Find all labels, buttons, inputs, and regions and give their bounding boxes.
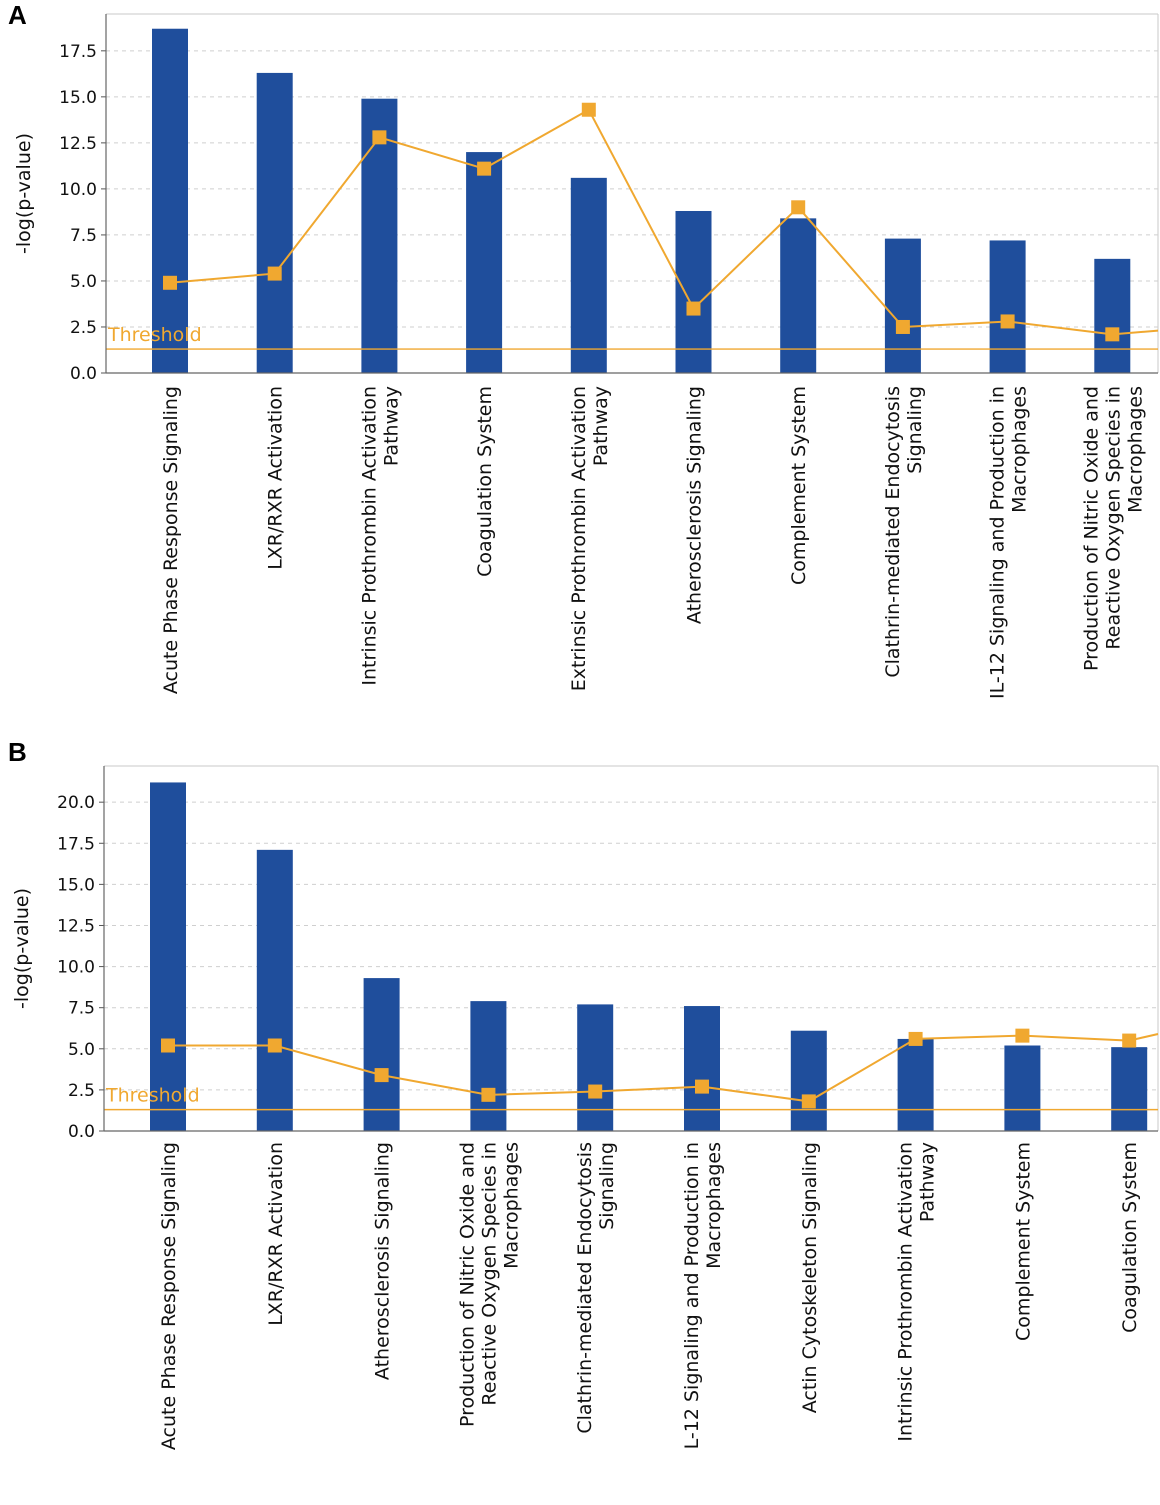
y-axis-label: -log(p-value) <box>11 888 33 1009</box>
x-tick-label: Reactive Oxygen Species in <box>478 1142 500 1406</box>
y-tick-label: 7.5 <box>68 999 95 1019</box>
y-tick-label: 0.0 <box>70 364 97 384</box>
x-tick-label: Extrinsic Prothrombin Activation <box>568 386 590 691</box>
x-tick-label: LXR/RXR Activation <box>265 386 287 570</box>
y-tick-label: 2.5 <box>70 318 97 338</box>
panel-label-a: A <box>8 0 27 30</box>
x-tick-label: Complement System <box>788 386 810 585</box>
x-tick-label: Macrophages <box>500 1142 522 1269</box>
y-tick-label: 20.0 <box>57 793 95 813</box>
x-tick-label: Signaling <box>904 386 926 474</box>
ratio-marker <box>163 275 177 290</box>
bar <box>577 1004 614 1131</box>
bar <box>470 1001 507 1131</box>
bar <box>363 978 400 1131</box>
bar <box>256 72 293 374</box>
x-tick-label: Pathway <box>917 1142 939 1222</box>
bar <box>989 240 1026 373</box>
x-tick-label: Production of Nitric Oxide and <box>456 1142 478 1427</box>
ratio-marker <box>372 130 387 145</box>
x-tick-label: Macrophages <box>703 1142 725 1269</box>
y-tick-label: 15.0 <box>59 88 97 108</box>
bar <box>1004 1045 1041 1131</box>
bar <box>1094 258 1131 373</box>
x-tick-label: Intrinsic Prothrombin Activation <box>895 1142 917 1442</box>
x-tick-label: Coagulation System <box>474 386 496 577</box>
bar <box>150 782 186 1131</box>
bar <box>152 28 188 373</box>
ratio-marker <box>481 1087 496 1102</box>
chart-b: 0.0 2.5 5.0 7.5 10.0 12.5 15.0 17.5 20.0 -log(p-v… <box>11 765 1159 1450</box>
y-tick-label: 17.5 <box>59 42 97 62</box>
ratio-marker <box>588 1084 603 1099</box>
x-tick-label: Clathrin-mediated Endocytosis <box>882 386 904 678</box>
x-tick-label: Production of Nitric Oxide and <box>1080 386 1102 671</box>
ratio-marker <box>1122 1033 1137 1048</box>
ratio-marker <box>477 161 492 176</box>
bar <box>570 177 607 373</box>
x-tick-label: L-12 Signaling and Production in <box>681 1142 703 1449</box>
x-tick-label: Complement System <box>1012 1142 1034 1341</box>
bar <box>1111 1047 1148 1131</box>
ratio-marker <box>695 1079 709 1094</box>
y-tick-label: 5.0 <box>70 272 97 292</box>
ratio-marker <box>895 319 910 334</box>
ratio-marker <box>374 1068 389 1083</box>
x-tick-label: Pathway <box>590 386 612 466</box>
bar <box>790 1030 827 1131</box>
bar <box>675 210 712 373</box>
x-tick-label: Reactive Oxygen Species in <box>1102 386 1124 650</box>
threshold-label: Threshold <box>105 1085 200 1107</box>
y-tick-label: 10.0 <box>59 180 97 200</box>
y-tick-label: 2.5 <box>68 1081 95 1101</box>
ratio-marker <box>1105 327 1120 342</box>
ratio-marker <box>686 301 701 316</box>
x-tick-label: Acute Phase Response Signaling <box>160 386 182 694</box>
bar <box>884 238 921 373</box>
x-tick-label: Coagulation System <box>1119 1142 1141 1333</box>
y-tick-label: 17.5 <box>57 834 95 854</box>
x-tick-label: Signaling <box>596 1142 618 1230</box>
ratio-marker <box>267 266 282 281</box>
y-tick-label: 0.0 <box>68 1122 95 1142</box>
bar <box>361 98 398 373</box>
ratio-marker <box>581 102 596 117</box>
chart-a: 0.0 2.5 5.0 7.5 10.0 12.5 15.0 17.5 -log(p-value… <box>13 13 1159 699</box>
x-tick-label: Intrinsic Prothrombin Activation <box>358 386 380 686</box>
x-tick-label: LXR/RXR Activation <box>265 1142 287 1326</box>
y-tick-label: 7.5 <box>70 226 97 246</box>
threshold-label: Threshold <box>107 324 202 346</box>
bar <box>897 1038 934 1131</box>
y-axis-label: -log(p-value) <box>13 133 35 254</box>
panel-label-b: B <box>8 737 27 767</box>
x-tick-label: Macrophages <box>1124 386 1146 513</box>
ratio-marker <box>161 1038 175 1053</box>
bar <box>466 152 503 373</box>
ratio-marker <box>267 1038 282 1053</box>
ratio-marker <box>1000 314 1015 329</box>
y-tick-label: 5.0 <box>68 1040 95 1060</box>
x-tick-label: Macrophages <box>1009 386 1031 513</box>
ratio-marker <box>908 1031 923 1046</box>
x-tick-label: Pathway <box>380 386 402 466</box>
ratio-marker <box>791 200 806 215</box>
bar <box>780 218 817 373</box>
y-tick-label: 12.5 <box>59 134 97 154</box>
ratio-marker <box>1015 1028 1030 1043</box>
x-tick-label: Actin Cytoskeleton Signaling <box>799 1142 821 1413</box>
bar <box>256 849 293 1131</box>
x-tick-label: IL-12 Signaling and Production in <box>987 386 1009 699</box>
x-tick-label: Atherosclerosis Signaling <box>372 1142 394 1380</box>
x-tick-label: Clathrin-mediated Endocytosis <box>574 1142 596 1434</box>
ratio-marker <box>801 1094 816 1109</box>
x-tick-label: Acute Phase Response Signaling <box>158 1142 180 1450</box>
x-tick-label: Atherosclerosis Signaling <box>684 386 706 624</box>
y-tick-label: 12.5 <box>57 916 95 936</box>
y-tick-label: 15.0 <box>57 875 95 895</box>
y-tick-label: 10.0 <box>57 958 95 978</box>
bar <box>684 1006 720 1131</box>
